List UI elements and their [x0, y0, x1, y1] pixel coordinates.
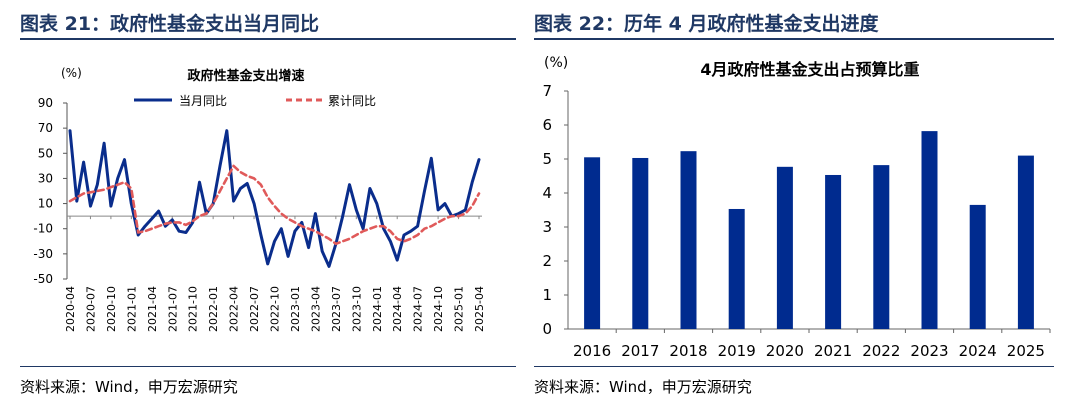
title-rule	[20, 38, 516, 40]
x-tick-label: 2022-01	[207, 286, 220, 332]
series-line-monthly	[68, 129, 481, 268]
x-tick-label: 2020-04	[64, 286, 77, 332]
source-rule	[20, 366, 516, 367]
legend-label: 累计同比	[328, 94, 376, 108]
x-tick-label: 2020	[766, 342, 804, 360]
y-tick-label: 90	[38, 96, 53, 110]
x-tick-label: 2023-10	[350, 286, 363, 332]
bar-2020	[776, 166, 793, 329]
figure-22: 图表 22：历年 4 月政府性基金支出进度 (%) 4月政府性基金支出占预算比重 7…	[534, 0, 1080, 418]
y-tick-label: 2	[542, 252, 552, 270]
bar-2016	[584, 157, 601, 329]
y-tick-label: 6	[542, 116, 552, 134]
bar-2018	[680, 151, 697, 329]
legend-label: 当月同比	[179, 94, 227, 108]
x-tick-label: 2020-07	[84, 286, 97, 332]
x-tick-label: 2025-04	[473, 286, 486, 332]
x-tick-label: 2021-10	[187, 286, 200, 332]
y-unit-label: (%)	[544, 55, 568, 71]
bar-2019	[728, 208, 745, 329]
x-tick-label: 2021-07	[166, 286, 179, 332]
x-tick-label: 2024	[959, 342, 997, 360]
bar-2021	[825, 174, 842, 329]
x-tick-label: 2016	[573, 342, 611, 360]
y-tick-label: 4	[542, 184, 552, 202]
x-tick-label: 2025	[1007, 342, 1045, 360]
x-tick-label: 2025-01	[453, 286, 466, 332]
source-note: 资料来源：Wind，申万宏源研究	[534, 378, 752, 396]
chart-title: 4月政府性基金支出占预算比重	[700, 60, 919, 79]
y-tick-label: 0	[542, 320, 552, 338]
y-tick-label: 70	[38, 121, 53, 135]
y-tick-label: 5	[542, 150, 552, 168]
x-tick-label: 2021	[814, 342, 852, 360]
x-tick-label: 2024-04	[391, 286, 404, 332]
x-tick-label: 2023-07	[330, 286, 343, 332]
y-tick-label: 1	[542, 286, 552, 304]
bar-2017	[632, 157, 649, 329]
bar-2022	[873, 165, 890, 329]
figure-title: 图表 22：历年 4 月政府性基金支出进度	[534, 13, 879, 35]
x-tick-label: 2023-04	[309, 286, 322, 332]
x-tick-label: 2022-04	[228, 286, 241, 332]
y-tick-label: -10	[33, 222, 53, 236]
x-tick-label: 2024-01	[371, 286, 384, 332]
y-tick-label: -50	[33, 272, 53, 286]
x-tick-label: 2023	[910, 342, 948, 360]
x-tick-label: 2020-10	[105, 286, 118, 332]
bar-2025	[1017, 155, 1034, 329]
figure-21: 图表 21：政府性基金支出当月同比 (%) 政府性基金支出增速 90 70 50 30 10…	[0, 0, 520, 418]
x-tick-label: 2021-01	[125, 286, 138, 332]
y-unit-label: (%)	[61, 66, 82, 80]
title-rule	[534, 38, 1054, 40]
x-tick-label: 2022-10	[269, 286, 282, 332]
series-line-cumulative	[68, 164, 481, 246]
bar-chart: (%) 4月政府性基金支出占预算比重 7 6 5 4 3 2 1 0 2016 2017 2018 201…	[542, 55, 1051, 360]
y-tick-label: 3	[542, 218, 552, 236]
y-tick-label: 10	[38, 197, 53, 211]
x-tick-label: 2019	[718, 342, 756, 360]
y-tick-label: 30	[38, 171, 53, 185]
figure-title: 图表 21：政府性基金支出当月同比	[20, 13, 320, 35]
y-tick-label: 50	[38, 146, 53, 160]
x-tick-label: 2023-01	[289, 286, 302, 332]
line-chart: (%) 政府性基金支出增速 90 70 50 30 10 -10 -30 -50 2020-04 20…	[33, 66, 486, 332]
bar-2024	[969, 204, 986, 329]
x-tick-label: 2022	[862, 342, 900, 360]
x-tick-label: 2024-07	[412, 286, 425, 332]
y-tick-label: -30	[33, 247, 53, 261]
y-tick-label: 7	[542, 82, 552, 100]
x-tick-label: 2021-04	[146, 286, 159, 332]
x-tick-label: 2018	[669, 342, 707, 360]
source-note: 资料来源：Wind，申万宏源研究	[20, 378, 238, 396]
x-tick-label: 2017	[621, 342, 659, 360]
source-rule	[534, 366, 1054, 367]
chart-title: 政府性基金支出增速	[187, 68, 304, 84]
x-tick-label: 2022-07	[248, 286, 261, 332]
x-tick-label: 2024-10	[432, 286, 445, 332]
bar-2023	[921, 131, 938, 329]
